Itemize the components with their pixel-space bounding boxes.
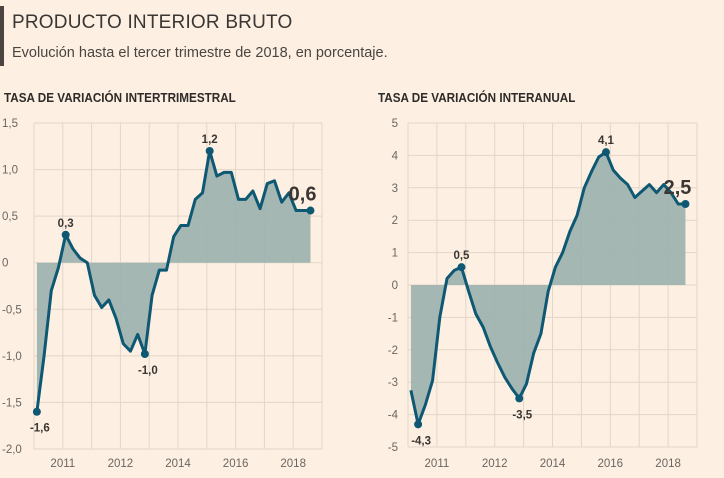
y-tick-label: 2	[392, 215, 398, 227]
x-tick-label: 2018	[280, 458, 306, 470]
y-tick-label: 0	[392, 280, 398, 292]
y-tick-label: 0	[2, 258, 8, 270]
chart-1: 5 4 3 2 1 0 -1 -2 -3 -4 -5 2011 2012 2014 2016 2018 -4,3…	[388, 118, 698, 470]
x-tick-label: 2011	[425, 458, 450, 470]
data-label: 4,1	[598, 135, 615, 147]
x-tick-label: 2016	[223, 458, 249, 470]
y-tick-label: 1,5	[2, 118, 18, 130]
page-title: PRODUCTO INTERIOR BRUTO	[12, 12, 293, 33]
y-tick-label: 3	[392, 183, 398, 195]
y-tick-label: -2	[388, 345, 398, 357]
data-label: -1,0	[138, 365, 158, 377]
data-label: 0,5	[453, 250, 470, 262]
y-tick-label: -4	[388, 410, 399, 422]
highlight-point	[140, 349, 149, 358]
y-tick-label: -1,0	[2, 351, 22, 363]
highlight-point	[61, 230, 70, 239]
y-tick-label: 1,0	[2, 165, 18, 177]
y-tick-label: 0,5	[2, 211, 18, 223]
highlight-point	[32, 407, 41, 416]
y-tick-label: -3	[388, 377, 398, 389]
chart-title-interanual: TASA DE VARIACIÓN INTERANUAL	[378, 90, 576, 105]
page-subtitle: Evolución hasta el tercer trimestre de 2…	[12, 45, 388, 61]
x-tick-label: 2016	[598, 458, 624, 470]
highlight-point	[205, 146, 214, 155]
title-accent-bar	[0, 6, 4, 66]
data-label: -4,3	[411, 435, 431, 447]
y-tick-label: 1	[392, 248, 398, 260]
y-tick-label: -2,0	[2, 444, 22, 456]
x-tick-label: 2014	[540, 458, 566, 470]
highlight-point	[515, 394, 524, 403]
highlight-point	[601, 148, 610, 157]
x-tick-label: 2018	[655, 458, 681, 470]
data-label: 0,3	[58, 218, 74, 230]
highlight-point	[414, 420, 423, 429]
last-value-label: 0,6	[289, 184, 317, 206]
y-tick-label: -1,5	[2, 397, 22, 409]
chart-0: 1,5 1,0 0,5 0 -0,5 -1,0 -1,5 -2,0 2011 2012 2014 20…	[2, 118, 323, 470]
y-tick-label: -0,5	[2, 304, 22, 316]
highlight-point	[306, 206, 315, 215]
x-tick-label: 2012	[108, 458, 134, 470]
y-tick-label: 4	[392, 150, 399, 162]
area-fill	[36, 150, 311, 412]
chart-title-intertrimestral: TASA DE VARIACIÓN INTERTRIMESTRAL	[4, 90, 236, 105]
x-tick-label: 2011	[50, 458, 75, 470]
last-value-label: 2,5	[664, 177, 692, 199]
y-tick-label: -5	[388, 442, 398, 454]
data-label: 1,2	[202, 134, 218, 146]
data-label: -3,5	[512, 409, 532, 421]
x-tick-label: 2012	[482, 458, 508, 470]
y-tick-label: -1	[388, 312, 398, 324]
x-tick-label: 2014	[165, 458, 191, 470]
highlight-point	[681, 200, 690, 208]
data-label: -1,6	[30, 423, 50, 435]
highlight-point	[457, 263, 466, 272]
y-tick-label: 5	[392, 118, 398, 130]
